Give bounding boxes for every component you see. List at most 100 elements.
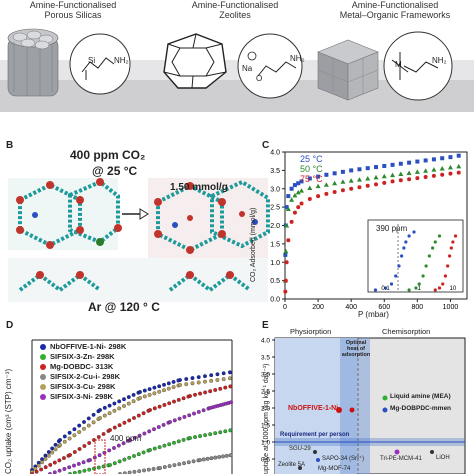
chart-c-point-50c	[283, 248, 289, 254]
chart-d-legend-label: SIFSIX-3-Ni- 298K	[50, 392, 113, 401]
framework-structure-right	[148, 178, 270, 260]
chart-d-point	[198, 434, 203, 439]
chart-d-point	[152, 385, 157, 390]
inset-point	[437, 286, 442, 290]
chart-d-point	[126, 401, 131, 406]
chart-d-point	[39, 467, 44, 472]
chart-d-point	[107, 448, 112, 453]
chart-d-point	[142, 394, 147, 399]
chart-d-point	[172, 440, 176, 445]
chart-c-point-75c	[382, 180, 387, 185]
chart-c-point-25c	[324, 172, 329, 177]
chart-d-point	[112, 461, 117, 466]
chart-d-point	[132, 435, 137, 440]
chart-e-ylabel: uptake at 1000 ppm (kg kg⁻¹ day⁻¹)	[263, 363, 270, 474]
zeolite-o-label: O	[256, 74, 263, 83]
inset-point	[433, 288, 437, 292]
chart-d-legend-entry: SIFSIX-2-Cu-i- 298K	[40, 372, 126, 382]
panel-b-capacity: 1.50 mmol/g	[170, 182, 228, 193]
chart-d-point	[67, 430, 72, 435]
panel-d-letter: D	[6, 320, 14, 331]
chart-d-point	[72, 433, 77, 438]
chart-c-point-25c	[286, 194, 291, 199]
chart-c-point-25c	[284, 205, 289, 210]
chart-c-point-75c	[407, 177, 412, 182]
chart-d-point	[86, 423, 91, 428]
chart-d-point	[184, 377, 189, 381]
inset-point	[407, 234, 411, 238]
chart-d-point	[72, 427, 77, 432]
chart-d-point	[213, 455, 218, 460]
chart-d-point	[221, 377, 226, 382]
chart-d-point	[127, 455, 132, 460]
chart-d-point	[213, 431, 218, 436]
chart-c-point-50c	[398, 171, 404, 177]
chart-d-point	[91, 420, 96, 425]
chart-d-point	[136, 413, 141, 418]
inset-point	[424, 264, 428, 268]
optimal-heat-label: Optimal heat of adsorption	[341, 340, 371, 358]
chart-d-point	[209, 456, 214, 461]
chart-d-point	[116, 443, 121, 448]
chart-c-point-50c	[373, 174, 379, 180]
chart-d-point	[52, 460, 57, 465]
inset-point	[449, 246, 453, 250]
chart-d-point	[148, 448, 152, 452]
chart-c-point-25c	[440, 156, 445, 161]
chart-d-point	[227, 370, 232, 375]
chart-d-point	[102, 405, 107, 410]
chart-d-point	[176, 439, 181, 444]
chart-d-point	[193, 392, 197, 397]
chart-d-point	[48, 462, 53, 467]
chart-d-point	[43, 465, 48, 470]
panel-b-temp-line: @ 25 °C	[92, 164, 138, 178]
chart-c-point-75c	[286, 238, 291, 243]
chart-d-point	[162, 382, 166, 387]
chart-d-legend-label: SIFSIX-3-Zn- 298K	[50, 352, 115, 361]
chart-d-point	[62, 439, 67, 444]
label-mea: Liquid amine (MEA)	[390, 393, 451, 400]
chart-c-point-25c	[365, 166, 370, 171]
chart-d-point	[162, 465, 167, 469]
chart-d-point	[46, 453, 51, 458]
chart-d-point	[102, 413, 107, 418]
panel-b-letter: B	[6, 140, 14, 151]
chart-d-legend-entry: NbOFFIVE-1-Ni- 298K	[40, 342, 126, 352]
chart-d-point	[112, 408, 117, 413]
chart-c-point-75c	[398, 178, 403, 183]
point-mea	[382, 395, 388, 401]
legend-marker-icon	[40, 344, 46, 351]
mof-nh2-label: NH₂	[432, 56, 447, 65]
chart-d-point	[127, 418, 132, 423]
silica-si-label: Si	[88, 56, 96, 65]
legend-marker-icon	[40, 394, 46, 401]
chart-d-point	[208, 432, 213, 437]
chart-d-point	[152, 391, 157, 396]
inset-point	[446, 264, 450, 268]
chart-c-point-50c	[332, 180, 338, 186]
chart-c-point-50c	[295, 189, 301, 195]
chart-d-point	[58, 438, 62, 442]
chart-d-point	[201, 408, 206, 413]
chart-d-point	[217, 455, 222, 459]
chart-d-point	[98, 416, 102, 420]
chart-d-point	[57, 458, 62, 463]
chart-c-ylabel: CO₂ Adsorbed (mmol/g)	[250, 207, 257, 282]
chart-c-ytick-label: 2.5	[270, 205, 280, 212]
chart-d-point	[201, 457, 206, 462]
chart-c-point-75c	[423, 174, 428, 179]
chart-d-point	[57, 468, 62, 473]
chart-d-point	[186, 460, 191, 465]
panel-c-isotherm-chart: 0.0 0.5 1.0 1.5 2.0 2.5 3.0 3.5 4.0 0 200 400 600 800…	[270, 150, 468, 311]
chart-c-point-75c	[340, 188, 345, 193]
mof-m-label: M	[395, 60, 402, 69]
chart-c-ytick-label: 1.0	[270, 260, 280, 267]
chart-c-point-25c	[407, 160, 412, 165]
chart-c-ytick-label: 4.0	[270, 150, 280, 157]
chart-c-point-75c	[307, 197, 312, 202]
chart-c-point-50c	[381, 173, 387, 179]
chart-c-point-25c	[340, 169, 345, 174]
inset-point	[412, 230, 416, 234]
chart-d-point	[171, 379, 176, 384]
